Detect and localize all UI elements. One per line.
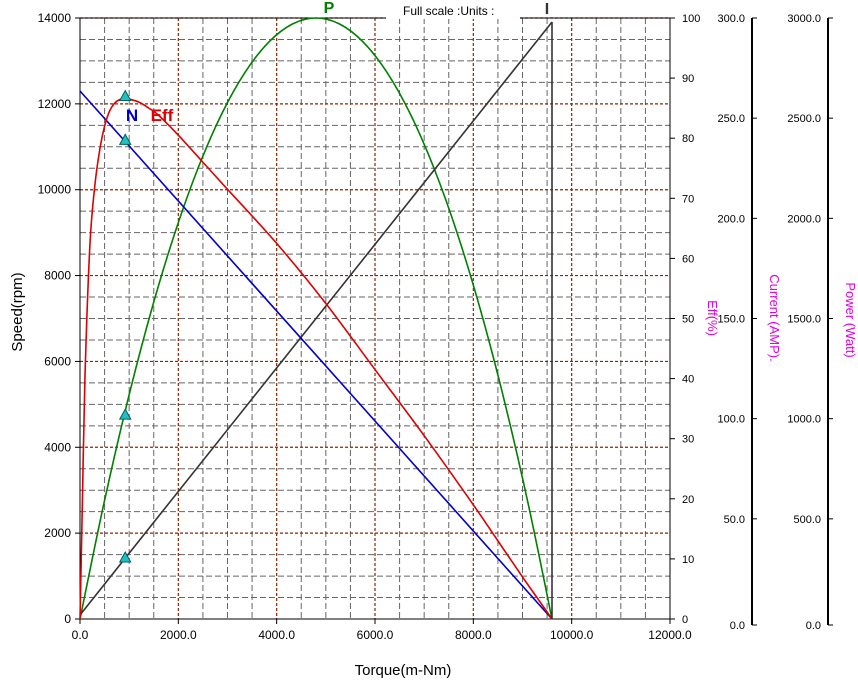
x-tick-label: 4000.0 (258, 628, 295, 642)
x-tick-label: 6000.0 (357, 628, 394, 642)
y-tick-label: 6000 (44, 354, 71, 368)
eff-axis-label: Eff(%) (705, 300, 720, 336)
chart-subtitle: Full scale :Units : (403, 4, 494, 18)
operating-point-marker (118, 133, 132, 145)
marker-layer (118, 89, 132, 563)
y-tick-label: 10000 (38, 183, 72, 197)
power-axis-label: Power (Watt) (843, 282, 858, 357)
series-label-n: N (126, 106, 138, 125)
y-tick-label: 12000 (38, 97, 72, 111)
eff-tick-label: 40 (682, 374, 694, 386)
operating-point-marker (118, 551, 132, 563)
y-axis-label: Speed(rpm) (9, 272, 26, 351)
eff-tick-label: 70 (682, 193, 694, 205)
label-layer: N Eff P I (126, 0, 549, 125)
series-p-line (79, 17, 553, 620)
x-axis-label: Torque(m-Nm) (355, 662, 452, 679)
eff-tick-label: 10 (682, 554, 694, 566)
series-label-i: I (545, 1, 549, 18)
eff-tick-label: 0 (682, 614, 688, 626)
x-tick-label: 0.0 (72, 628, 89, 642)
power-tick-label: 2000.0 (787, 213, 821, 225)
current-tick-label: 100.0 (717, 414, 745, 426)
current-tick-label: 250.0 (717, 113, 745, 125)
series-i-line (79, 21, 553, 616)
operating-point-marker (118, 408, 132, 420)
x-tick-label: 8000.0 (455, 628, 492, 642)
eff-tick-label: 50 (682, 314, 694, 326)
operating-point-marker (118, 89, 132, 102)
power-tick-label: 500.0 (793, 514, 821, 526)
y-tick-label: 4000 (44, 440, 71, 454)
eff-tick-label: 100 (682, 13, 700, 25)
eff-tick-label: 90 (682, 73, 694, 85)
power-tick-label: 2500.0 (787, 113, 821, 125)
y-tick-label: 14000 (38, 11, 72, 25)
series-layer (79, 17, 553, 620)
power-tick-label: 1000.0 (787, 414, 821, 426)
eff-tick-label: 60 (682, 253, 694, 265)
eff-tick-label: 30 (682, 434, 694, 446)
current-tick-label: 0.0 (730, 620, 745, 632)
y-tick-label: 2000 (44, 526, 71, 540)
y-tick-label: 0 (64, 612, 71, 626)
eff-tick-label: 80 (682, 133, 694, 145)
x-tick-label: 2000.0 (160, 628, 197, 642)
power-tick-label: 1500.0 (787, 314, 821, 326)
x-tick-label: 12000.0 (648, 628, 692, 642)
current-tick-label: 300.0 (717, 13, 745, 25)
axes: 0.0 2000.0 4000.0 6000.0 8000.0 10000.0 12000.… (38, 11, 833, 642)
series-n-line (79, 90, 553, 620)
eff-tick-label: 20 (682, 494, 694, 506)
power-tick-label: 0.0 (806, 620, 821, 632)
current-tick-label: 200.0 (717, 213, 745, 225)
series-eff-line (79, 97, 553, 620)
current-tick-label: 150.0 (717, 314, 745, 326)
series-label-p: P (324, 0, 335, 17)
current-axis-label: Current (AMP). (767, 274, 782, 361)
power-tick-label: 3000.0 (787, 13, 821, 25)
current-tick-label: 50.0 (724, 514, 745, 526)
series-label-eff: Eff (151, 106, 174, 125)
subtitle-background (386, 0, 520, 19)
y-tick-label: 8000 (44, 269, 71, 283)
x-tick-label: 10000.0 (550, 628, 594, 642)
major-grid (80, 17, 670, 619)
